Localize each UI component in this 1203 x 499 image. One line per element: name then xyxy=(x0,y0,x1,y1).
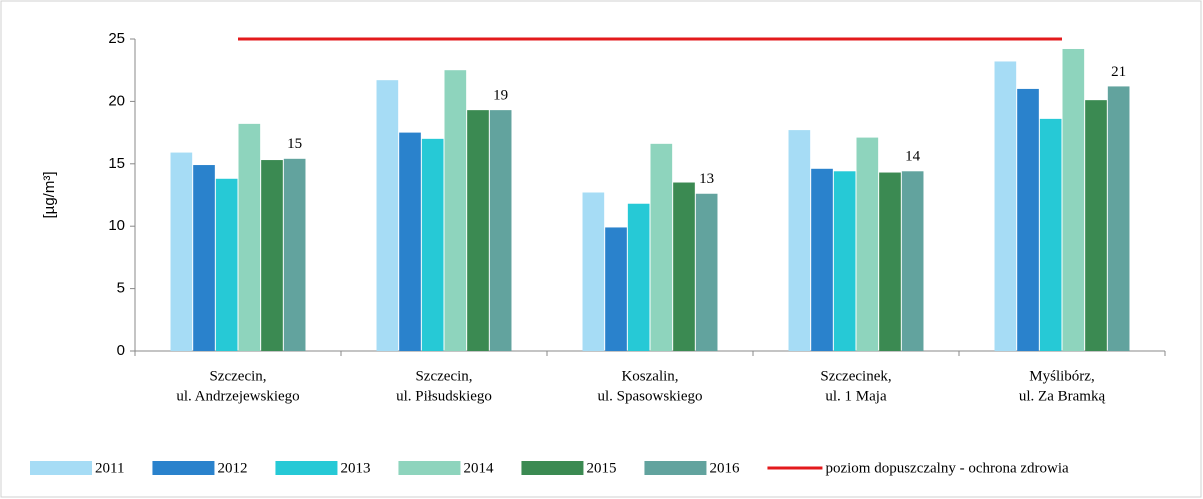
y-tick-label: 5 xyxy=(117,280,125,297)
x-tick-label: ul. Andrzejewskiego xyxy=(176,388,299,404)
x-tick-label: Myślibórz, xyxy=(1029,368,1094,384)
x-tick-label: ul. Za Bramką xyxy=(1019,388,1106,404)
bar xyxy=(238,123,261,351)
bar xyxy=(605,227,627,351)
x-tick-label: Szczecinek, xyxy=(820,368,891,384)
bar xyxy=(444,70,467,351)
y-tick-label: 15 xyxy=(108,155,125,172)
bar xyxy=(879,172,901,351)
bar xyxy=(489,110,512,351)
legend-label: 2016 xyxy=(709,460,740,476)
y-tick-label: 10 xyxy=(108,217,125,234)
bar xyxy=(1085,100,1107,351)
bar xyxy=(1017,88,1039,352)
x-tick-label: ul. Spasowskiego xyxy=(598,388,703,404)
bar xyxy=(994,61,1017,352)
legend-swatch xyxy=(275,461,338,475)
legend-label: 2011 xyxy=(95,460,124,476)
bar xyxy=(467,110,489,351)
bar xyxy=(376,80,399,352)
y-tick-label: 25 xyxy=(108,30,125,47)
bar xyxy=(261,160,283,351)
legend-label: poziom dopuszczalny - ochrona zdrowia xyxy=(825,460,1069,476)
bar xyxy=(193,165,215,351)
bar xyxy=(673,182,695,351)
y-tick-label: 20 xyxy=(108,92,125,109)
bar xyxy=(627,203,650,351)
x-tick-label: ul. 1 Maja xyxy=(825,388,887,404)
data-label: 19 xyxy=(493,88,508,104)
bar xyxy=(811,168,833,351)
bar xyxy=(695,193,718,351)
legend-swatch xyxy=(644,461,707,475)
data-label: 21 xyxy=(1111,64,1126,80)
bar xyxy=(215,178,238,351)
legend-swatch xyxy=(152,461,215,475)
bar xyxy=(856,137,879,351)
bar xyxy=(399,132,421,351)
legend-swatch xyxy=(398,461,461,475)
bar xyxy=(1062,48,1085,351)
x-tick-label: ul. Piłsudskiego xyxy=(396,388,492,404)
x-tick-label: Szczecin, xyxy=(415,368,472,384)
bar xyxy=(170,152,193,351)
legend-label: 2014 xyxy=(463,460,494,476)
x-tick-label: Szczecin, xyxy=(209,368,266,384)
bar xyxy=(421,138,444,351)
y-tick-label: 0 xyxy=(117,342,125,359)
bar xyxy=(788,130,811,351)
legend-swatch xyxy=(30,461,92,475)
bar xyxy=(283,158,306,351)
bar xyxy=(833,171,856,351)
bar xyxy=(650,143,673,351)
data-label: 13 xyxy=(699,171,714,187)
x-tick-label: Koszalin, xyxy=(621,368,678,384)
data-label: 15 xyxy=(287,136,302,152)
legend-label: 2013 xyxy=(340,460,370,476)
legend-label: 2012 xyxy=(217,460,247,476)
bar xyxy=(1039,118,1062,351)
data-label: 14 xyxy=(905,149,921,165)
bar xyxy=(582,192,605,351)
bar xyxy=(1107,86,1130,351)
bar xyxy=(901,171,924,351)
y-axis-label: [µg/m³] xyxy=(41,172,58,219)
legend-label: 2015 xyxy=(586,460,616,476)
legend-swatch xyxy=(521,461,584,475)
